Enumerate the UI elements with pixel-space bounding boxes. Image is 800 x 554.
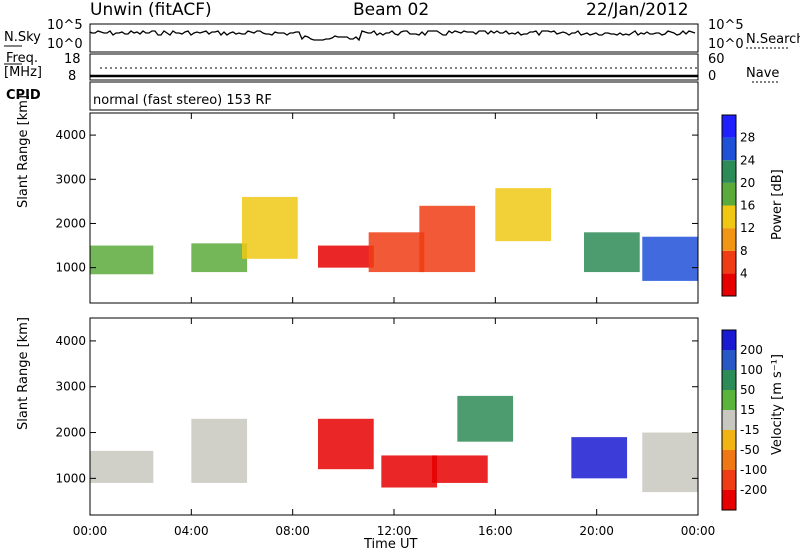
- velocity-cbar-tick-3: 15: [740, 403, 755, 417]
- power-patch-5: [419, 205, 476, 273]
- x-tick-label-3: 12:00: [377, 524, 412, 538]
- x-tick-label-0: 00:00: [73, 524, 108, 538]
- power-cbar-tick-5: 24: [740, 153, 755, 167]
- velocity-patch-0: [90, 450, 154, 483]
- power-cbar-tick-2: 12: [740, 221, 755, 235]
- nsky-panel-frame: [89, 23, 699, 53]
- right-mid-tick-bottom: 0: [708, 69, 717, 84]
- power-patch-4: [368, 232, 425, 273]
- date-title: 22/Jan/2012: [586, 0, 689, 20]
- velocity-cbar-tick-6: -100: [740, 463, 767, 477]
- velocity-cbar-tick-0: 200: [740, 343, 763, 357]
- velocity-cbar-swatch-4: [722, 410, 736, 430]
- velocity-patch-7: [642, 432, 698, 493]
- velocity-cbar-tick-4: -15: [740, 423, 760, 437]
- nsky-trace: [89, 30, 696, 42]
- velocity-patch-4: [432, 455, 488, 483]
- velocity-cbar-tick-1: 100: [740, 363, 763, 377]
- power-cbar-tick-6: 28: [740, 131, 755, 145]
- nsky-tick-bottom: 10^0: [47, 37, 83, 52]
- power-cbar-swatch-2: [722, 228, 736, 251]
- nsearch-label: N.Search: [746, 32, 800, 47]
- velocity-ytick-label-0: 1000: [55, 471, 86, 485]
- velocity-patch-6: [571, 437, 628, 479]
- power-cbar-swatch-7: [722, 115, 736, 138]
- power-patch-6: [495, 188, 552, 242]
- velocity-cbar-swatch-7: [722, 350, 736, 370]
- power-patch-0: [90, 245, 154, 275]
- nsky-label: N.Sky: [4, 30, 41, 45]
- power-ytick-label-0: 1000: [55, 261, 86, 275]
- velocity-ytick-label-3: 4000: [55, 334, 86, 348]
- velocity-cbar-swatch-8: [722, 330, 736, 350]
- power-patch-1: [191, 243, 248, 273]
- power-ytick-label-2: 3000: [55, 172, 86, 186]
- power-frame: [89, 112, 699, 304]
- velocity-patch-3: [381, 455, 438, 488]
- right-mid-tick-top: 60: [708, 52, 725, 67]
- velocity-patch-1: [191, 418, 248, 483]
- freq-panel-frame: [89, 53, 699, 81]
- cpid-panel-frame: [89, 81, 699, 111]
- nsky-tick-top: 10^5: [47, 18, 83, 33]
- x-tick-label-4: 16:00: [478, 524, 513, 538]
- power-cbar-swatch-3: [722, 205, 736, 229]
- freq-label: Freq.: [6, 51, 38, 66]
- velocity-patch-5: [457, 395, 514, 442]
- x-tick-label-2: 08:00: [275, 524, 310, 538]
- x-tick-label-5: 20:00: [579, 524, 614, 538]
- beam-title: Beam 02: [353, 0, 430, 20]
- right-tick-bottom: 10^0: [708, 37, 744, 52]
- velocity-cbar-swatch-5: [722, 390, 736, 410]
- power-cbar-tick-4: 20: [740, 176, 755, 190]
- velocity-cbar-tick-7: -200: [740, 483, 767, 497]
- freq-unit: [MHz]: [4, 65, 42, 80]
- velocity-patch-2: [318, 418, 374, 470]
- power-patch-3: [318, 245, 374, 268]
- power-patch-2: [242, 196, 298, 259]
- velocity-cbar-tick-2: 50: [740, 383, 755, 397]
- velocity-cbar-swatch-6: [722, 370, 736, 390]
- power-cbar-tick-3: 16: [740, 199, 755, 213]
- station-title: Unwin (fitACF): [90, 0, 212, 20]
- cpid-text: normal (fast stereo) 153 RF: [93, 93, 272, 108]
- power-ytick-label-3: 4000: [55, 128, 86, 142]
- x-axis-label: Time UT: [364, 537, 418, 552]
- cpid-label: CPID: [6, 88, 41, 103]
- power-cbar-border: [721, 114, 737, 297]
- power-cbar-tick-0: 4: [740, 266, 748, 280]
- nave-label: Nave: [746, 66, 780, 81]
- x-tick-label-1: 04:00: [174, 524, 209, 538]
- power-patch-8: [642, 236, 698, 281]
- velocity-cbar-swatch-2: [722, 450, 736, 470]
- power-cbar-swatch-1: [722, 250, 736, 274]
- velocity-cbar-swatch-0: [722, 490, 736, 510]
- power-cbar-swatch-4: [722, 182, 736, 206]
- velocity-ytick-label-2: 3000: [55, 380, 86, 394]
- freq-tick-bottom: 8: [68, 69, 77, 84]
- velocity-cbar-swatch-1: [722, 470, 736, 490]
- velocity-cbar-tick-5: -50: [740, 443, 760, 457]
- power-cbar-swatch-6: [722, 137, 736, 161]
- velocity-cbar-swatch-3: [722, 430, 736, 450]
- power-cbar-swatch-5: [722, 160, 736, 183]
- right-tick-top: 10^5: [708, 18, 744, 33]
- velocity-cbar-border: [721, 329, 737, 511]
- x-tick-label-6: 00:00: [681, 524, 716, 538]
- velocity-ytick-label-1: 2000: [55, 426, 86, 440]
- power-cbar-swatch-0: [722, 273, 736, 296]
- power-patch-7: [584, 232, 640, 273]
- power-cbar-tick-1: 8: [740, 244, 748, 258]
- power-ytick-label-1: 2000: [55, 216, 86, 230]
- freq-tick-top: 18: [64, 52, 81, 67]
